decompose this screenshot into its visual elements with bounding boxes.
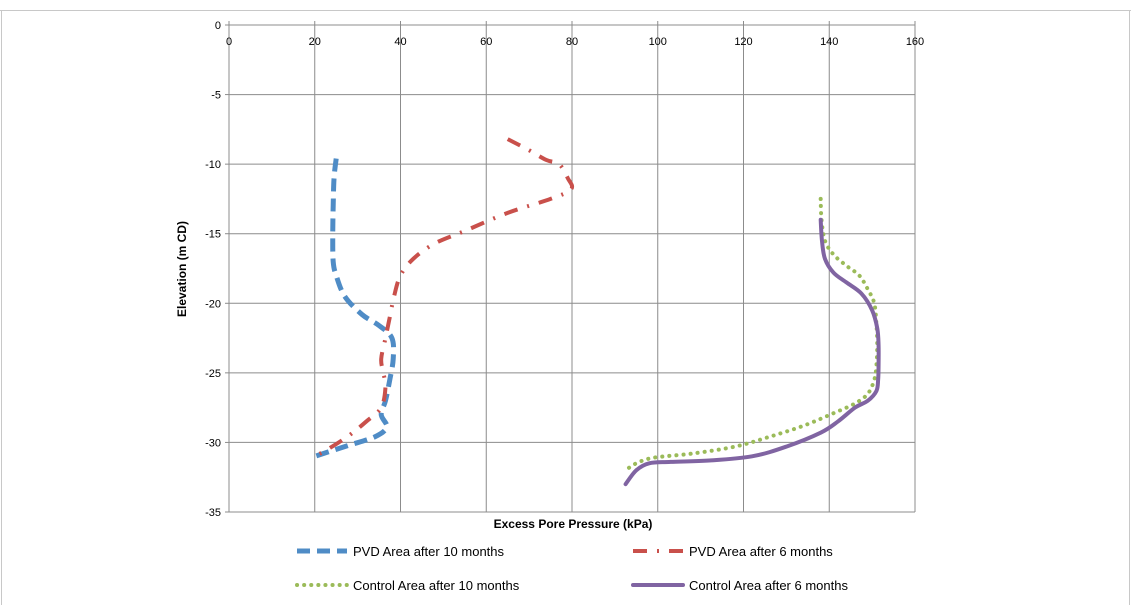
legend-label-2: PVD Area after 6 months: [689, 544, 833, 559]
series-line-4: [623, 217, 881, 487]
legend: PVD Area after 10 months PVD Area after 6…: [295, 544, 848, 593]
y-axis-ticks: 0 -5 -10 -15 -20 -25 -30 -35: [205, 20, 229, 519]
x-tick-label-4: 80: [566, 36, 578, 48]
x-tick-label-5: 100: [649, 36, 667, 48]
y-tick-label-3: -15: [205, 229, 221, 241]
y-tick-label-1: -5: [211, 90, 221, 102]
series-line-1: [313, 158, 397, 459]
y-tick-label-0: 0: [215, 20, 221, 32]
y-tick-label-2: -10: [205, 159, 221, 171]
x-tick-label-1: 20: [309, 36, 321, 48]
y-tick-label-7: -35: [205, 507, 221, 519]
x-tick-label-0: 0: [226, 36, 232, 48]
x-tick-label-3: 60: [480, 36, 492, 48]
x-tick-label-8: 160: [906, 36, 924, 48]
series-line-3: [623, 196, 880, 473]
y-axis-title: Elevation (m CD): [175, 221, 189, 317]
y-tick-label-4: -20: [205, 298, 221, 310]
y-tick-label-5: -25: [205, 368, 221, 380]
series-layer: [313, 137, 881, 487]
x-tick-label-7: 140: [820, 36, 838, 48]
x-tick-label-6: 120: [734, 36, 752, 48]
legend-label-4: Control Area after 6 months: [689, 578, 848, 593]
x-axis-ticks: 0 20 40 60 80 100 120 140 160: [226, 21, 924, 48]
y-tick-label-6: -30: [205, 437, 221, 449]
x-axis-title: Excess Pore Pressure (kPa): [494, 517, 653, 531]
legend-label-1: PVD Area after 10 months: [353, 544, 505, 559]
x-tick-label-2: 40: [394, 36, 406, 48]
legend-label-3: Control Area after 10 months: [353, 578, 520, 593]
